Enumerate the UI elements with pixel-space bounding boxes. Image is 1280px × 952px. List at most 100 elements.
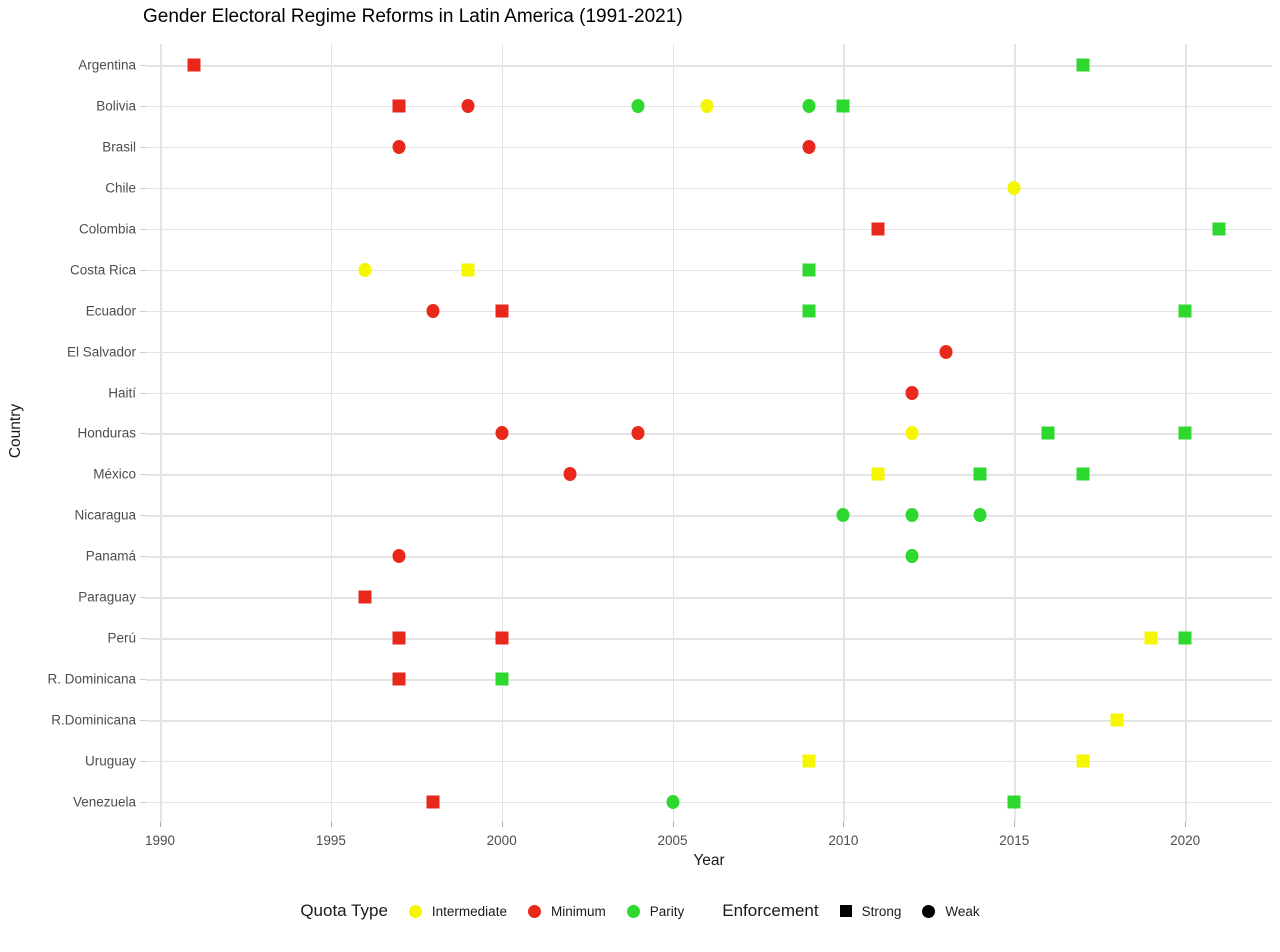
x-gridline bbox=[843, 44, 845, 822]
x-tick-label: 1990 bbox=[144, 833, 176, 848]
x-tick-mark bbox=[1185, 822, 1187, 827]
country-label: Chile bbox=[105, 180, 136, 196]
data-point bbox=[802, 98, 816, 113]
country-label: Venezuela bbox=[72, 794, 136, 810]
legend-swatch-intermediate-icon bbox=[408, 904, 422, 918]
data-point bbox=[802, 139, 816, 154]
y-tick-mark bbox=[140, 474, 146, 476]
legend-swatch-weak-icon bbox=[922, 904, 936, 918]
y-tick-mark bbox=[140, 638, 146, 640]
legend-swatch-strong-icon bbox=[839, 905, 852, 917]
y-gridline bbox=[146, 187, 1272, 190]
country-label: Haití bbox=[108, 385, 136, 401]
country-label: R. Dominicana bbox=[47, 671, 136, 687]
legend-label: Minimum bbox=[550, 903, 606, 919]
y-tick-mark bbox=[140, 310, 146, 312]
country-label: Honduras bbox=[77, 425, 136, 441]
country-label: Paraguay bbox=[78, 589, 136, 605]
x-tick-mark bbox=[160, 822, 161, 827]
legend-label: Weak bbox=[945, 903, 980, 919]
x-gridline bbox=[672, 44, 675, 822]
x-axis-title: Year bbox=[693, 852, 725, 869]
y-tick-mark bbox=[140, 515, 146, 517]
y-gridline bbox=[146, 760, 1272, 763]
x-tick-label: 2015 bbox=[999, 833, 1030, 848]
data-point bbox=[973, 508, 987, 523]
data-point bbox=[392, 99, 406, 113]
x-tick-mark bbox=[1014, 822, 1016, 827]
data-point bbox=[187, 58, 201, 72]
data-point bbox=[1041, 426, 1055, 440]
y-tick-mark bbox=[140, 146, 146, 148]
data-point bbox=[1144, 631, 1158, 645]
y-gridline bbox=[146, 392, 1272, 395]
data-point bbox=[905, 508, 919, 523]
legend-enforcement-title: Enforcement bbox=[722, 901, 819, 920]
country-label: Perú bbox=[107, 630, 136, 646]
y-gridline bbox=[146, 474, 1272, 476]
data-point bbox=[392, 672, 406, 686]
data-point bbox=[1212, 222, 1226, 236]
country-label: Colombia bbox=[78, 221, 136, 237]
x-tick-label: 2000 bbox=[486, 833, 517, 848]
y-tick-mark bbox=[140, 679, 146, 681]
data-point bbox=[1076, 754, 1090, 768]
data-point bbox=[1178, 426, 1192, 440]
y-tick-mark bbox=[140, 433, 146, 435]
legend-item-weak: Weak bbox=[922, 903, 980, 919]
legend-label: Parity bbox=[649, 903, 685, 919]
legend-swatch-parity-icon bbox=[626, 904, 640, 918]
data-point bbox=[392, 549, 406, 564]
data-point bbox=[495, 304, 509, 318]
x-tick-mark bbox=[501, 822, 503, 827]
data-point bbox=[1178, 304, 1192, 318]
data-point bbox=[495, 631, 509, 645]
y-gridline bbox=[146, 720, 1272, 722]
y-tick-mark bbox=[140, 556, 146, 558]
y-gridline bbox=[146, 65, 1272, 67]
y-gridline bbox=[146, 228, 1272, 231]
data-point bbox=[631, 426, 645, 441]
data-point bbox=[1110, 713, 1124, 727]
x-tick-mark bbox=[843, 822, 845, 827]
country-label: El Salvador bbox=[66, 344, 136, 360]
country-label: Costa Rica bbox=[69, 262, 136, 278]
data-point bbox=[802, 304, 816, 318]
country-label: Uruguay bbox=[84, 753, 136, 769]
data-point bbox=[426, 303, 440, 318]
data-point bbox=[461, 263, 475, 277]
country-label: Panamá bbox=[85, 548, 136, 564]
y-gridline bbox=[146, 433, 1272, 435]
y-tick-mark bbox=[140, 597, 146, 599]
y-gridline bbox=[146, 515, 1272, 517]
legend-quota-title: Quota Type bbox=[300, 901, 388, 920]
data-point bbox=[495, 426, 509, 441]
data-point bbox=[871, 467, 885, 481]
data-point bbox=[461, 98, 475, 113]
data-point bbox=[392, 631, 406, 645]
y-gridline bbox=[146, 638, 1272, 640]
data-point bbox=[1076, 58, 1090, 72]
x-tick-mark bbox=[330, 822, 332, 827]
data-point bbox=[802, 754, 816, 768]
data-point bbox=[1076, 467, 1090, 481]
y-gridline bbox=[146, 351, 1272, 354]
data-point bbox=[666, 794, 680, 809]
data-point bbox=[1007, 180, 1021, 195]
y-tick-mark bbox=[140, 392, 146, 394]
country-label: México bbox=[93, 466, 136, 482]
country-label: Nicaragua bbox=[74, 507, 136, 523]
data-point bbox=[495, 672, 509, 686]
y-gridline bbox=[146, 146, 1272, 149]
data-point bbox=[426, 795, 440, 809]
data-point bbox=[802, 263, 816, 277]
y-tick-mark bbox=[140, 228, 146, 230]
legend-item-parity: Parity bbox=[626, 903, 685, 919]
x-tick-label: 2020 bbox=[1170, 833, 1201, 848]
data-point bbox=[392, 139, 406, 154]
data-point bbox=[973, 467, 987, 481]
country-label: Argentina bbox=[78, 57, 136, 73]
data-point bbox=[358, 590, 372, 604]
data-point bbox=[563, 467, 577, 482]
data-point bbox=[631, 98, 645, 113]
